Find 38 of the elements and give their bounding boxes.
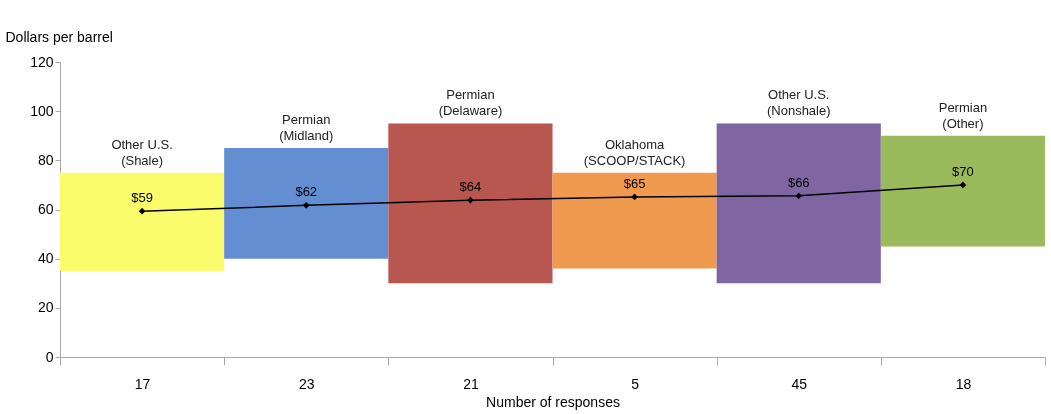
y-tick-label: 0: [45, 348, 54, 365]
annotation: Permian (Other): [938, 99, 988, 131]
bar: [224, 148, 389, 259]
annotation: Oklahoma (SCOOP/STACK): [583, 136, 686, 168]
data-label: $70: [952, 163, 974, 179]
y-tick-label: 60: [37, 201, 54, 217]
x-axis-title: Number of responses: [486, 393, 620, 410]
y-tick-label: 80: [37, 151, 54, 168]
point: [138, 207, 146, 215]
annotation: Permian (Midland): [279, 112, 334, 144]
x-tick-label: 21: [463, 375, 479, 392]
point: [302, 201, 310, 209]
y-tick-label: 20: [37, 299, 54, 316]
annotation: Other U.S. (Shale): [111, 136, 173, 168]
data-label: $59: [131, 190, 153, 206]
x-tick-label: 45: [791, 375, 808, 392]
x-tick-label: 18: [955, 375, 972, 392]
y-tick-label: 100: [30, 102, 54, 119]
point: [959, 181, 967, 189]
bar: [552, 172, 717, 269]
data-label: $64: [459, 179, 482, 195]
x-tick-label: 5: [631, 375, 640, 392]
annotation: Other U.S. (Nonshale): [766, 87, 831, 119]
y-axis-title: Dollars per barrel: [5, 28, 113, 45]
x-tick-label: 17: [134, 375, 151, 392]
annotation: Permian (Delaware): [438, 87, 503, 119]
data-label: $62: [295, 184, 318, 200]
data-label: $66: [787, 174, 810, 190]
bar: [388, 123, 553, 284]
bar: [60, 172, 225, 271]
point: [795, 192, 803, 200]
data-label: $65: [623, 175, 646, 191]
y-tick-label: 120: [30, 53, 54, 70]
point: [467, 196, 474, 204]
bar: [716, 123, 881, 284]
bar: [880, 135, 1045, 247]
y-tick-label: 40: [37, 250, 54, 267]
x-tick-label: 23: [298, 375, 315, 392]
